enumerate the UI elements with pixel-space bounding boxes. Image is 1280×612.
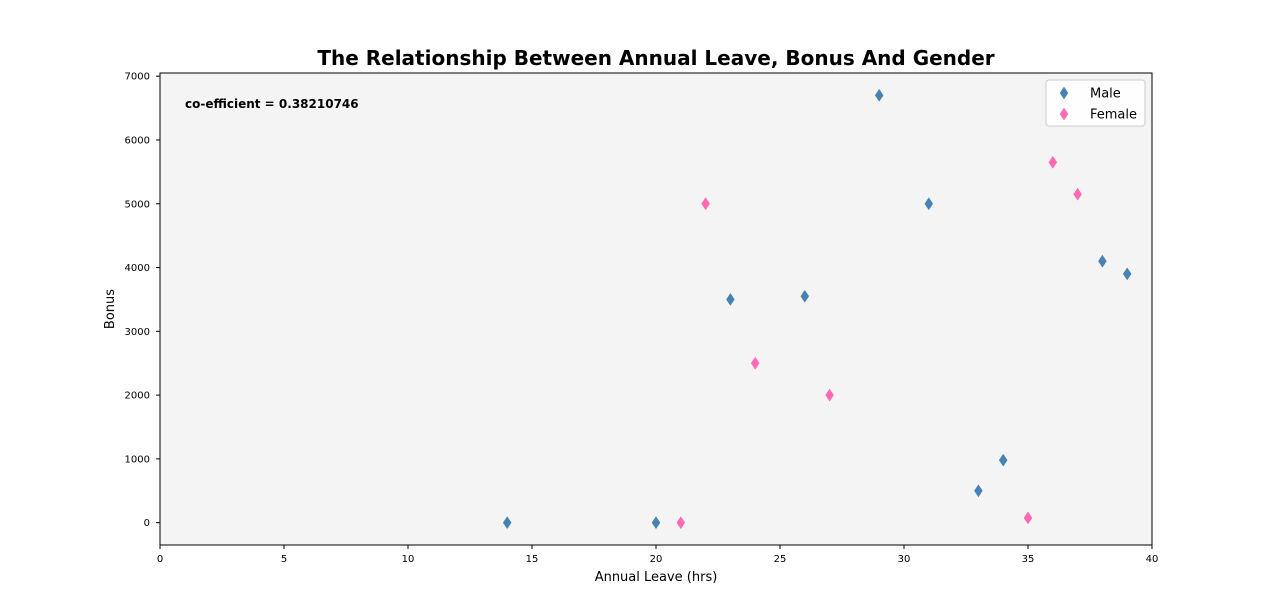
y-axis: 0 1000 2000 3000 4000 5000 6000 7000	[125, 72, 160, 529]
y-tick-label: 7000	[125, 72, 150, 83]
female-point	[1023, 511, 1033, 525]
y-tick-label: 2000	[125, 391, 150, 402]
female-point	[1048, 155, 1058, 169]
male-point	[874, 88, 884, 102]
male-point	[800, 289, 810, 303]
y-tick-label: 1000	[125, 454, 150, 465]
male-point	[502, 516, 512, 530]
male-point	[1098, 254, 1107, 268]
female-legend-marker	[1059, 107, 1069, 121]
female-point	[750, 356, 760, 370]
x-axis-label: Annual Leave (hrs)	[595, 570, 718, 585]
female-point	[701, 197, 710, 211]
chart-title: The Relationship Between Annual Leave, B…	[317, 46, 994, 70]
data-points	[502, 88, 1132, 530]
x-tick-label: 15	[526, 554, 539, 565]
y-tick-label: 6000	[125, 135, 150, 146]
x-tick-label: 30	[898, 554, 911, 565]
y-axis-label: Bonus	[103, 289, 118, 329]
legend-label-female: Female	[1090, 108, 1137, 123]
male-legend-marker	[1059, 86, 1069, 100]
x-tick-label: 40	[1146, 554, 1159, 565]
y-tick-label: 0	[144, 518, 150, 529]
male-point	[974, 484, 983, 498]
male-point	[998, 453, 1008, 467]
male-point	[651, 516, 661, 530]
female-point	[1073, 187, 1082, 201]
female-point	[676, 516, 686, 530]
legend: Male Female	[1045, 79, 1146, 127]
plot-area	[159, 72, 1153, 546]
y-tick-label: 3000	[125, 327, 150, 338]
x-tick-label: 25	[774, 554, 787, 565]
x-axis: 0 5 10 15 20 25 30 35 40	[157, 545, 1159, 565]
legend-box	[1045, 79, 1146, 127]
female-point	[825, 388, 834, 402]
male-point	[924, 197, 934, 211]
x-tick-label: 5	[281, 554, 287, 565]
x-tick-label: 10	[402, 554, 415, 565]
y-tick-label: 4000	[125, 263, 150, 274]
coefficient-annotation: co-efficient = 0.38210746	[185, 97, 359, 111]
x-tick-label: 0	[157, 554, 163, 565]
male-point	[726, 292, 735, 306]
legend-label-male: Male	[1090, 87, 1121, 102]
x-tick-label: 20	[650, 554, 663, 565]
male-point	[1122, 267, 1132, 281]
y-tick-label: 5000	[125, 199, 150, 210]
x-tick-label: 35	[1022, 554, 1035, 565]
